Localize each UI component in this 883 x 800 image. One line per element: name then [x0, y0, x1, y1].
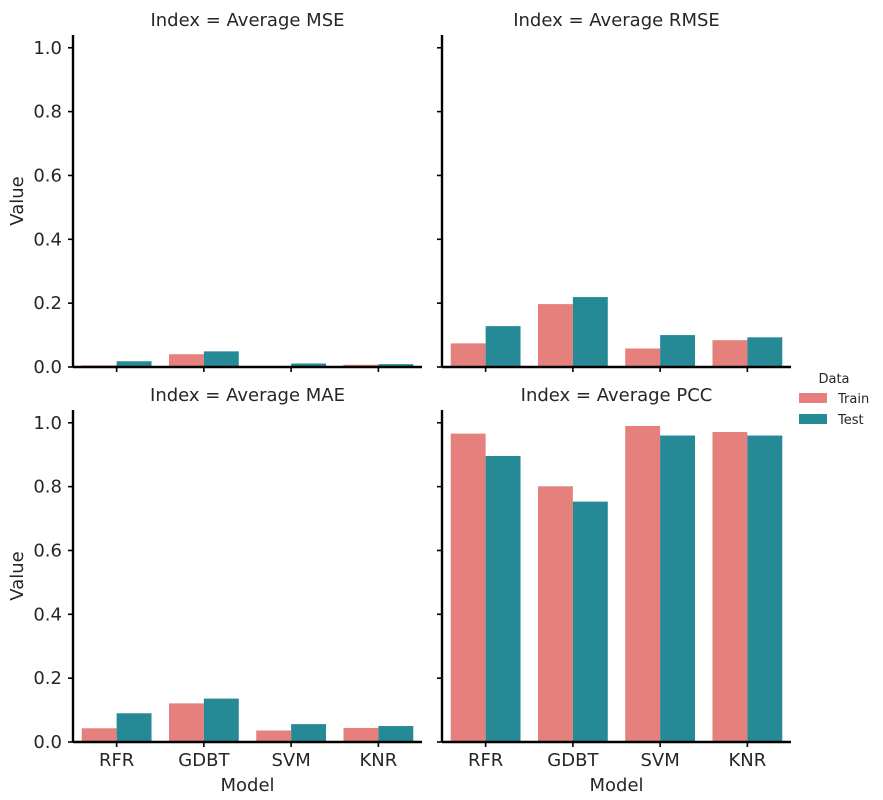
bar-train-rfr [81, 728, 117, 742]
bar-train-svm [625, 425, 661, 742]
bar-train-knr [343, 727, 379, 742]
bar-train-gdbt [537, 486, 573, 742]
y-tick-label: 0.6 [33, 165, 62, 186]
bar-test-svm [291, 363, 327, 367]
bar-train-gdbt [537, 304, 573, 367]
panel-title: Index = Average RMSE [513, 10, 720, 31]
legend-swatch-test [799, 414, 827, 424]
x-tick-label: RFR [99, 750, 134, 771]
bar-test-gdbt [203, 351, 239, 367]
x-tick-label: SVM [271, 750, 310, 771]
y-tick-label: 0.0 [33, 357, 62, 378]
bar-test-rfr [116, 713, 152, 742]
y-axis-label: Value [7, 176, 28, 225]
bar-test-knr [747, 337, 783, 367]
bar-train-gdbt [168, 703, 204, 742]
legend-label-train: Train [837, 392, 869, 407]
y-tick-label: 0.8 [33, 477, 62, 498]
y-tick-label: 0.4 [33, 604, 62, 625]
x-tick-label: KNR [728, 750, 766, 771]
y-tick-label: 0.4 [33, 229, 62, 250]
bar-test-gdbt [203, 698, 239, 742]
x-tick-label: GDBT [178, 750, 230, 771]
bar-test-rfr [116, 361, 152, 367]
y-tick-label: 0.6 [33, 540, 62, 561]
bar-test-knr [378, 726, 414, 742]
bar-train-knr [712, 340, 748, 367]
x-axis-label: Model [589, 775, 643, 796]
panel-title: Index = Average MAE [150, 385, 345, 406]
bar-test-gdbt [572, 297, 608, 367]
y-tick-label: 1.0 [33, 413, 62, 434]
bar-train-rfr [450, 433, 486, 742]
bar-test-rfr [485, 455, 521, 742]
y-tick-label: 1.0 [33, 38, 62, 59]
bar-test-gdbt [572, 501, 608, 742]
legend-title: Data [818, 372, 849, 387]
bar-train-svm [256, 730, 292, 742]
bar-test-svm [660, 435, 696, 742]
bar-train-svm [625, 348, 661, 367]
y-tick-label: 0.0 [33, 732, 62, 753]
x-axis-label: Model [220, 775, 274, 796]
x-tick-label: GDBT [547, 750, 599, 771]
panel-title: Index = Average MSE [150, 10, 344, 31]
y-tick-label: 0.8 [33, 102, 62, 123]
bar-test-svm [660, 335, 696, 367]
y-axis-label: Value [7, 551, 28, 600]
y-tick-label: 0.2 [33, 668, 62, 689]
x-tick-label: RFR [468, 750, 503, 771]
legend-swatch-train [799, 393, 827, 403]
bar-test-svm [291, 724, 327, 742]
x-tick-label: SVM [640, 750, 679, 771]
legend-label-test: Test [837, 413, 864, 428]
bar-test-knr [747, 435, 783, 742]
bar-train-gdbt [168, 354, 204, 367]
x-tick-label: KNR [359, 750, 397, 771]
bar-train-knr [712, 432, 748, 742]
bar-test-knr [378, 364, 414, 367]
bar-train-rfr [450, 343, 486, 367]
bar-test-rfr [485, 326, 521, 367]
y-tick-label: 0.2 [33, 293, 62, 314]
panel-title: Index = Average PCC [521, 385, 713, 406]
